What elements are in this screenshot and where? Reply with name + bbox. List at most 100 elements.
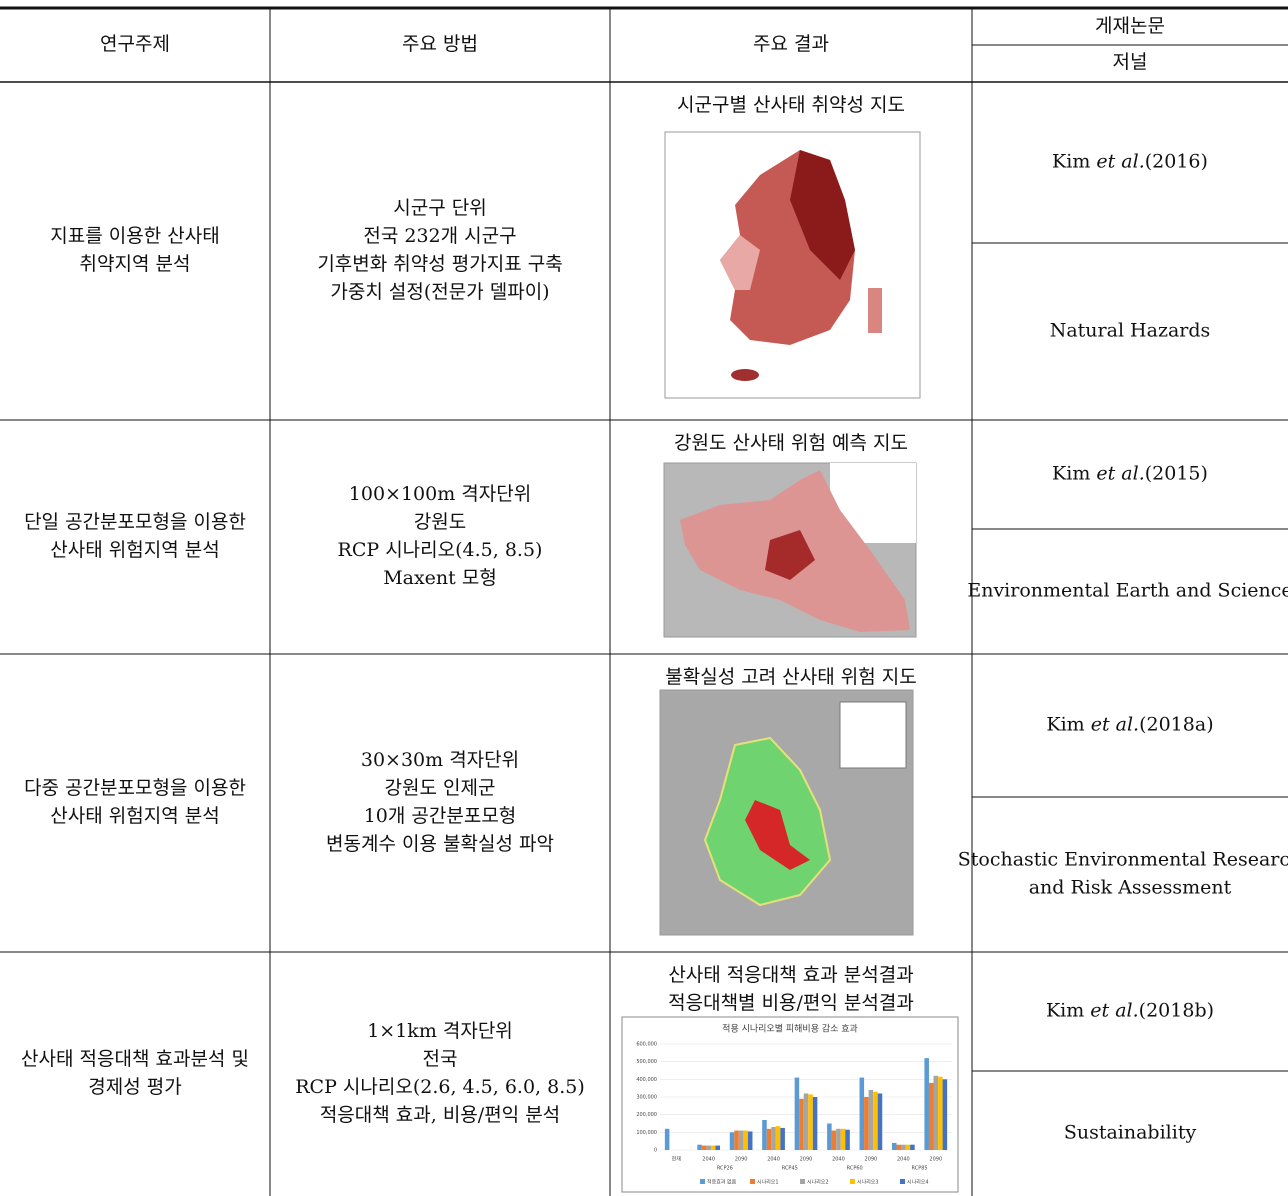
bar [812,1097,818,1150]
x-tick-label: 2040 [702,1157,715,1163]
method: 10개 공간분포모형 [364,805,517,827]
legend-label: 시나리오1 [757,1179,779,1186]
method: 강원도 [414,511,466,533]
result-title: 강원도 산사태 위험 예측 지도 [674,432,908,454]
method: 1×1km 격자단위 [367,1020,513,1042]
bar [762,1119,767,1150]
bar [710,1145,716,1150]
topic: 산사태 위험지역 분석 [50,539,219,561]
citation-part: et al. [1096,151,1144,173]
bar [706,1145,711,1150]
map-gangwon [663,462,917,638]
result-title: 불확실성 고려 산사태 위험 지도 [665,666,916,688]
bar [766,1128,772,1150]
bar [808,1094,813,1150]
citation: Kim et al.(2016) [1052,151,1208,173]
x-tick-label: 2040 [897,1157,910,1163]
bar [868,1089,874,1150]
x-tick-label: 2090 [865,1157,878,1163]
citation: Kim et al.(2015) [1052,463,1208,485]
bar [799,1098,804,1150]
method: RCP 시나리오(2.6, 4.5, 6.0, 8.5) [295,1076,585,1098]
x-tick-label: 2090 [929,1157,942,1163]
y-tick-label: 0 [654,1148,657,1154]
group-label: RCP85 [912,1166,928,1172]
method: 전국 [423,1048,458,1070]
legend-swatch [800,1179,805,1184]
method: 시군구 단위 [393,197,486,219]
bar [738,1130,744,1150]
citation-part: (2018a) [1139,714,1214,736]
citation-part: et al. [1091,714,1139,736]
y-tick-label: 200,000 [636,1112,657,1118]
method: 100×100m 격자단위 [349,483,531,505]
bar [803,1093,809,1150]
citation: Kim et al.(2018b) [1046,1000,1214,1022]
map-vulnerability [664,131,921,399]
bar [715,1145,721,1150]
y-tick-label: 300,000 [636,1095,657,1101]
bar [933,1075,939,1150]
y-tick-label: 600,000 [636,1042,657,1048]
citation-part: et al. [1096,463,1144,485]
bar [905,1144,911,1150]
header-cell: 연구주제 [100,33,170,55]
result-title: 시군구별 산사태 취약성 지도 [677,94,905,116]
bar [942,1079,948,1150]
citation-part: Kim [1052,463,1096,485]
map-inje [659,689,914,936]
bar [896,1144,902,1150]
bar [743,1130,748,1150]
topic: 경제성 평가 [88,1076,181,1098]
bar [775,1126,781,1150]
bar [771,1127,776,1150]
journal: and Risk Assessment [1029,877,1232,899]
y-tick-label: 400,000 [636,1077,657,1083]
legend-swatch [900,1179,905,1184]
header-cell: 저널 [1113,51,1148,73]
method: 적응대책 효과, 비용/편익 분석 [320,1104,560,1126]
bar [827,1123,832,1150]
citation-part: (2018b) [1139,1000,1214,1022]
citation-part: et al. [1090,1000,1138,1022]
bar [859,1077,865,1150]
bar [924,1058,929,1150]
bar [729,1132,735,1150]
method: 강원도 인제군 [385,777,496,799]
citation: Kim et al.(2018a) [1046,714,1213,736]
legend-label: 시나리오3 [857,1179,879,1186]
bar [734,1130,739,1150]
bar [845,1129,850,1150]
header-cell: 주요 결과 [753,33,829,55]
group-label: RCP26 [717,1166,733,1172]
legend-label: 시나리오2 [807,1179,829,1186]
bar [938,1076,943,1150]
bar [697,1144,702,1150]
citation-part: Kim [1046,1000,1090,1022]
result-title: 산사태 적응대책 효과 분석결과 [668,964,913,986]
citation-part: Kim [1046,714,1090,736]
method: 가중치 설정(전문가 델파이) [330,281,549,303]
journal: Stochastic Environmental Research [958,849,1288,871]
citation-part: Kim [1052,151,1096,173]
bar [864,1097,869,1150]
header-cell: 게재논문 [1095,15,1165,37]
bar [794,1077,800,1150]
y-tick-label: 100,000 [636,1130,657,1136]
bar [891,1142,897,1150]
x-tick-label: 현재 [672,1156,682,1163]
journal: Sustainability [1064,1122,1197,1144]
x-tick-label: 2090 [800,1157,813,1163]
legend-label: 적응효과 없음 [707,1179,737,1186]
topic: 산사태 위험지역 분석 [50,805,219,827]
bar [747,1131,753,1150]
method: 변동계수 이용 불확실성 파악 [326,833,554,855]
bar [831,1130,837,1150]
legend-swatch [700,1179,705,1184]
bar [836,1128,841,1150]
y-tick-label: 500,000 [636,1059,657,1065]
x-tick-label: 2090 [735,1157,748,1163]
bar [877,1093,883,1150]
chart-title: 적용 시나리오별 피해비용 감소 효과 [722,1023,858,1035]
